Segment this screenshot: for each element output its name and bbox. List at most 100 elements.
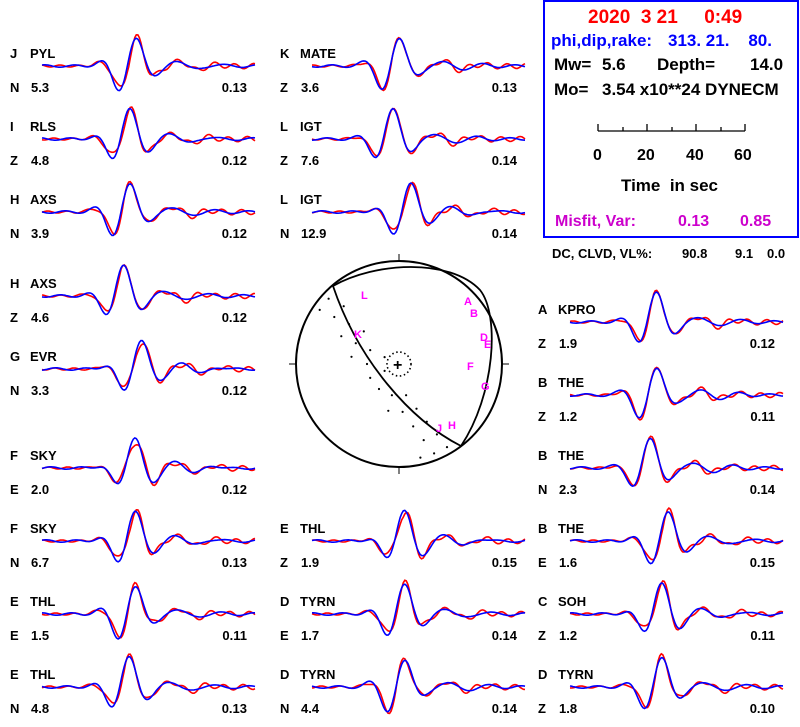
synthetic-waveform: [569, 582, 784, 633]
synthetic-waveform: [311, 107, 526, 159]
compression-dot: [369, 349, 372, 352]
event-date-time: 2020 3 21 0:49: [588, 7, 742, 28]
center-dotted-circle: [386, 351, 412, 377]
observed-waveform: [311, 107, 526, 157]
time-axis-label: Time in sec: [621, 176, 718, 195]
trace-panel: B THE E 1.6 0.15: [538, 506, 784, 570]
station-distance: 4.8: [31, 153, 49, 168]
station-distance: 1.5: [31, 628, 49, 643]
mechanism-values: 313. 21. 80.: [668, 31, 772, 50]
trace-panel: E THL Z 1.9 0.15: [280, 509, 526, 570]
trace-panel: D TYRN N 4.4 0.14: [280, 657, 526, 716]
waveform-panels: J PYL N 5.3 0.13 I RLS Z 4.8 0.12 H AXS N 3.9 0.12 H AXS…: [10, 33, 784, 716]
station-name: PYL: [30, 46, 55, 61]
station-code: L: [280, 119, 288, 134]
station-misfit: 0.13: [222, 80, 247, 95]
component: N: [10, 701, 19, 716]
station-distance: 2.3: [559, 482, 577, 497]
synthetic-waveform: [41, 264, 256, 316]
synthetic-waveform: [41, 107, 256, 160]
trace-panel: C SOH Z 1.2 0.11: [538, 579, 784, 643]
mechanism-label: phi,dip,rake:: [551, 31, 652, 50]
synthetic-waveform: [570, 367, 784, 419]
clvd-value: 9.1: [735, 246, 753, 261]
component: N: [10, 383, 19, 398]
component: Z: [10, 153, 18, 168]
station-misfit: 0.10: [750, 701, 775, 716]
compression-dot: [342, 305, 345, 308]
component: Z: [538, 701, 546, 716]
compression-dot: [401, 410, 404, 413]
station-name: AXS: [30, 192, 57, 207]
component: Z: [280, 555, 288, 570]
compression-dot: [354, 342, 357, 345]
station-misfit: 0.13: [222, 555, 247, 570]
component: Z: [280, 153, 288, 168]
synthetic-waveform: [41, 182, 256, 237]
observed-waveform: [569, 579, 784, 631]
synthetic-waveform: [41, 37, 256, 92]
station-name: SOH: [558, 594, 586, 609]
trace-panel: A KPRO Z 1.9 0.12: [538, 289, 784, 351]
station-letter-E: E: [484, 339, 491, 351]
observed-waveform: [41, 443, 256, 487]
station-misfit: 0.12: [222, 310, 247, 325]
station-distance: 1.8: [559, 701, 577, 716]
station-code: H: [10, 192, 19, 207]
station-misfit: 0.13: [222, 701, 247, 716]
station-misfit: 0.12: [750, 336, 775, 351]
station-name: SKY: [30, 448, 57, 463]
depth-value: 14.0: [750, 55, 783, 74]
trace-panel: B THE N 2.3 0.14: [538, 435, 784, 497]
station-code: E: [280, 521, 289, 536]
station-name: TYRN: [558, 667, 593, 682]
station-misfit: 0.14: [492, 153, 518, 168]
synthetic-waveform: [311, 37, 526, 91]
synthetic-waveform: [41, 436, 256, 485]
dc-clvd-line: DC, CLVD, VL%: 90.8 9.1 0.0: [552, 246, 785, 261]
station-distance: 1.9: [301, 555, 319, 570]
station-misfit: 0.12: [222, 153, 247, 168]
compression-dot: [433, 452, 436, 455]
station-misfit: 0.12: [222, 482, 247, 497]
compression-dot: [347, 323, 351, 326]
trace-panel: I RLS Z 4.8 0.12: [10, 106, 256, 168]
trace-panel: E THL E 1.5 0.11: [10, 581, 256, 643]
synthetic-waveform: [311, 509, 526, 559]
trace-panel: D TYRN E 1.7 0.14: [280, 579, 526, 643]
mo-label: Mo=: [554, 80, 589, 99]
station-misfit: 0.11: [750, 409, 775, 424]
depth-label: Depth=: [657, 55, 715, 74]
compression-dot: [383, 356, 386, 359]
synthetic-waveform: [311, 659, 526, 713]
station-code: H: [10, 276, 19, 291]
synthetic-waveform: [569, 511, 784, 565]
component: Z: [280, 80, 288, 95]
compression-dot: [369, 376, 372, 379]
var-value: 0.85: [740, 213, 771, 230]
trace-panel: D TYRN Z 1.8 0.10: [538, 652, 784, 716]
station-code: B: [538, 448, 547, 463]
station-misfit: 0.11: [222, 628, 247, 643]
synthetic-waveform: [311, 182, 526, 235]
station-name: IGT: [300, 192, 322, 207]
compression-dot: [318, 308, 321, 311]
station-distance: 3.3: [31, 383, 49, 398]
trace-panel: F SKY E 2.0 0.12: [10, 436, 256, 497]
station-misfit: 0.12: [222, 383, 247, 398]
station-code: K: [280, 46, 290, 61]
synthetic-waveform: [569, 656, 784, 710]
trace-panel: L IGT N 12.9 0.14: [280, 181, 526, 241]
station-code: C: [538, 594, 548, 609]
station-code: F: [10, 448, 18, 463]
station-distance: 4.8: [31, 701, 49, 716]
trace-panel: G EVR N 3.3 0.12: [10, 339, 256, 398]
station-name: TYRN: [300, 594, 335, 609]
station-code: D: [280, 667, 289, 682]
component: E: [280, 628, 289, 643]
observed-waveform: [41, 106, 256, 154]
synthetic-waveform: [41, 655, 256, 708]
compression-dot: [340, 335, 343, 338]
station-distance: 6.7: [31, 555, 49, 570]
compression-dot: [415, 407, 418, 410]
